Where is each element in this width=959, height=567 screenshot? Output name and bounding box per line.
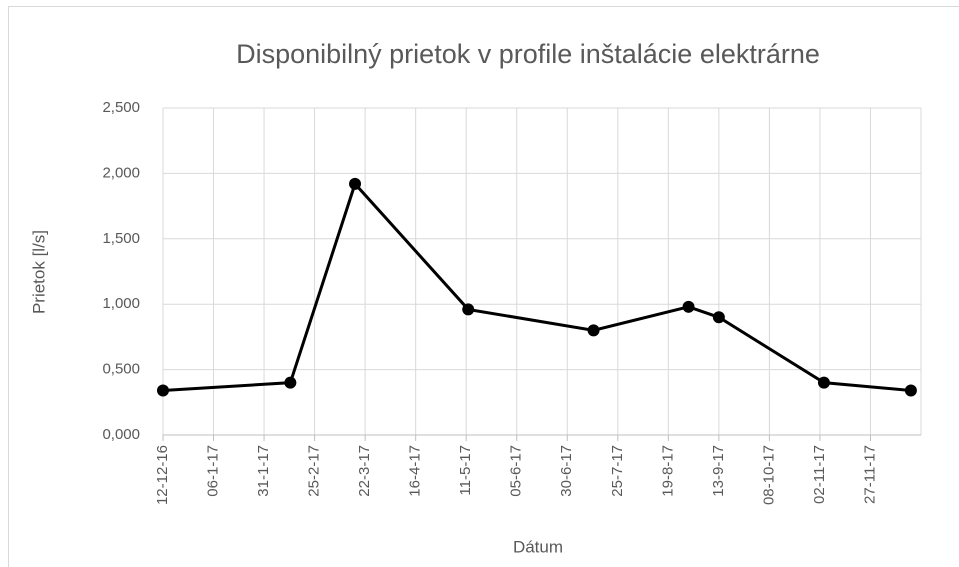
y-tick-label: 2,000 (102, 164, 140, 181)
data-point (462, 303, 475, 316)
data-point (284, 376, 297, 389)
x-axis-title: Dátum (513, 537, 563, 556)
chart-frame (8, 6, 959, 567)
x-tick-label: 08-10-17 (760, 445, 777, 505)
x-tick-label: 27-11-17 (861, 445, 878, 504)
x-tick-label: 22-3-17 (356, 445, 373, 497)
y-tick-label: 0,500 (102, 361, 140, 378)
chart-title: Disponibilný prietok v profile inštaláci… (236, 39, 820, 69)
y-axis-title: Prietok [l/s] (29, 230, 48, 314)
y-tick-label: 0,000 (102, 426, 140, 443)
x-tick-label: 31-1-17 (255, 445, 272, 497)
x-tick-label: 13-9-17 (710, 445, 727, 497)
x-tick-label: 11-5-17 (457, 445, 474, 496)
x-tick-label: 19-8-17 (659, 445, 676, 497)
data-point (157, 384, 169, 397)
y-tick-label: 2,500 (102, 99, 140, 116)
data-point (587, 324, 600, 337)
y-tick-label: 1,000 (102, 295, 140, 312)
x-tick-label: 30-6-17 (558, 445, 575, 497)
data-point (817, 376, 830, 389)
x-tick-label: 02-11-17 (811, 445, 828, 504)
x-tick-label: 25-2-17 (306, 445, 323, 497)
data-point (712, 311, 725, 324)
data-point (682, 300, 695, 313)
x-tick-label: 05-6-17 (508, 445, 525, 497)
y-tick-label: 1,500 (102, 230, 140, 247)
x-tick-label: 12-12-16 (154, 445, 171, 505)
x-tick-label: 16-4-17 (407, 445, 424, 497)
x-tick-label: 25-7-17 (609, 445, 626, 497)
data-point (349, 177, 362, 190)
data-point (904, 384, 917, 397)
x-tick-label: 06-1-17 (205, 445, 222, 497)
